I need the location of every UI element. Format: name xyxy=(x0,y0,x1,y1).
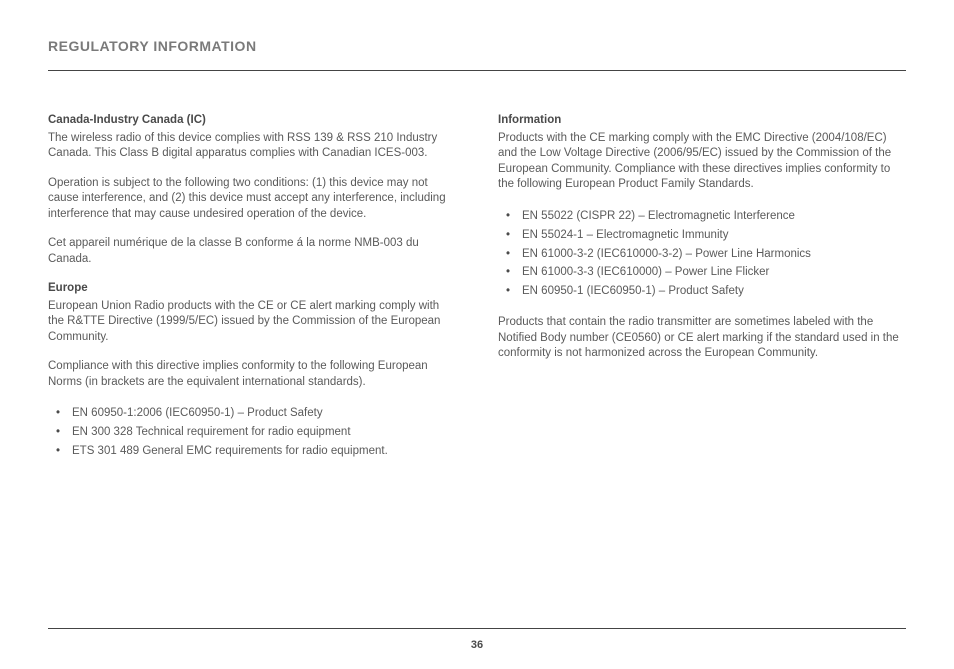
para-canada-1: The wireless radio of this device compli… xyxy=(48,131,456,162)
footer-rule xyxy=(48,628,906,629)
list-item: EN 55022 (CISPR 22) – Electromagnetic In… xyxy=(500,207,906,226)
list-item: EN 55024-1 – Electromagnetic Immunity xyxy=(500,226,906,245)
list-item: ETS 301 489 General EMC requirements for… xyxy=(50,442,456,461)
para-europe-1: European Union Radio products with the C… xyxy=(48,299,456,346)
list-item: EN 300 328 Technical requirement for rad… xyxy=(50,423,456,442)
info-standards-list: EN 55022 (CISPR 22) – Electromagnetic In… xyxy=(498,207,906,302)
heading-europe: Europe xyxy=(48,281,456,297)
para-europe-2: Compliance with this directive implies c… xyxy=(48,359,456,390)
header-rule xyxy=(48,70,906,71)
page-container: REGULATORY INFORMATION Canada-Industry C… xyxy=(0,0,954,475)
list-item: EN 60950-1 (IEC60950-1) – Product Safety xyxy=(500,282,906,301)
content-columns: Canada-Industry Canada (IC) The wireless… xyxy=(48,113,906,475)
page-number: 36 xyxy=(0,639,954,651)
right-column: Information Products with the CE marking… xyxy=(498,113,906,475)
para-info-1: Products with the CE marking comply with… xyxy=(498,131,906,193)
list-item: EN 61000-3-3 (IEC610000) – Power Line Fl… xyxy=(500,263,906,282)
europe-standards-list: EN 60950-1:2006 (IEC60950-1) – Product S… xyxy=(48,404,456,461)
para-canada-3: Cet appareil numérique de la classe B co… xyxy=(48,236,456,267)
para-info-2: Products that contain the radio transmit… xyxy=(498,315,906,362)
left-column: Canada-Industry Canada (IC) The wireless… xyxy=(48,113,456,475)
heading-canada: Canada-Industry Canada (IC) xyxy=(48,113,456,129)
list-item: EN 60950-1:2006 (IEC60950-1) – Product S… xyxy=(50,404,456,423)
heading-information: Information xyxy=(498,113,906,129)
para-canada-2: Operation is subject to the following tw… xyxy=(48,176,456,223)
list-item: EN 61000-3-2 (IEC610000-3-2) – Power Lin… xyxy=(500,245,906,264)
page-header-title: REGULATORY INFORMATION xyxy=(48,38,906,54)
